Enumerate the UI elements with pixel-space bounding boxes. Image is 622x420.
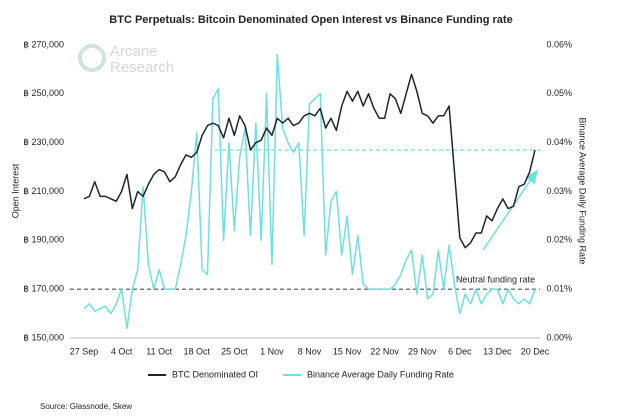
y-tick-label: ฿ 170,000 [23,284,64,294]
x-tick-label: 20 Dec [521,346,550,356]
x-tick-label: 1 Nov [260,346,284,356]
y2-tick-label: 0.05% [546,88,572,98]
x-tick-label: 8 Nov [298,346,322,356]
x-tick-label: 13 Dec [483,346,512,356]
y-tick-label: ฿ 250,000 [23,88,64,98]
x-tick-label: 25 Oct [221,346,248,356]
series-line [83,54,536,329]
y-tick-label: ฿ 230,000 [23,137,64,147]
chart-title: BTC Perpetuals: Bitcoin Denominated Open… [109,14,512,26]
legend-label: BTC Denominated OI [172,369,258,379]
y-axis-label: Open Interest [10,163,20,218]
x-tick-label: 15 Nov [333,346,362,356]
y-tick-label: ฿ 150,000 [23,332,64,342]
y2-tick-label: 0.06% [546,39,572,49]
x-tick-label: 22 Nov [370,346,399,356]
y2-tick-label: 0.01% [546,284,572,294]
reference-label: Neutral funding rate [456,275,535,285]
source: Source: Glassnode, Skew [40,402,132,411]
x-tick-label: 6 Dec [448,346,472,356]
x-tick-label: 29 Nov [408,346,437,356]
watermark-logo [78,44,106,72]
y-tick-label: ฿ 210,000 [23,186,64,196]
x-tick-label: 18 Oct [183,346,210,356]
watermark-text: Arcane [110,43,158,60]
watermark-text: Research [110,59,174,76]
legend-label: Binance Average Daily Funding Rate [307,369,454,379]
x-tick-label: 11 Oct [146,346,172,356]
y2-axis-label: Binance Average Daily Funding Rate [578,118,588,265]
y2-tick-label: 0.03% [546,186,572,196]
series-line [83,73,536,249]
watermark: Arcane Research [78,43,174,76]
y2-tick-label: 0.04% [546,137,572,147]
y2-tick-label: 0.02% [546,235,572,245]
arrow [482,169,539,251]
y-tick-label: ฿ 270,000 [23,39,64,49]
x-tick-label: 4 Oct [111,346,133,356]
y2-tick-label: 0.00% [546,332,572,342]
y-tick-label: ฿ 190,000 [23,235,64,245]
x-tick-label: 27 Sep [70,346,99,356]
